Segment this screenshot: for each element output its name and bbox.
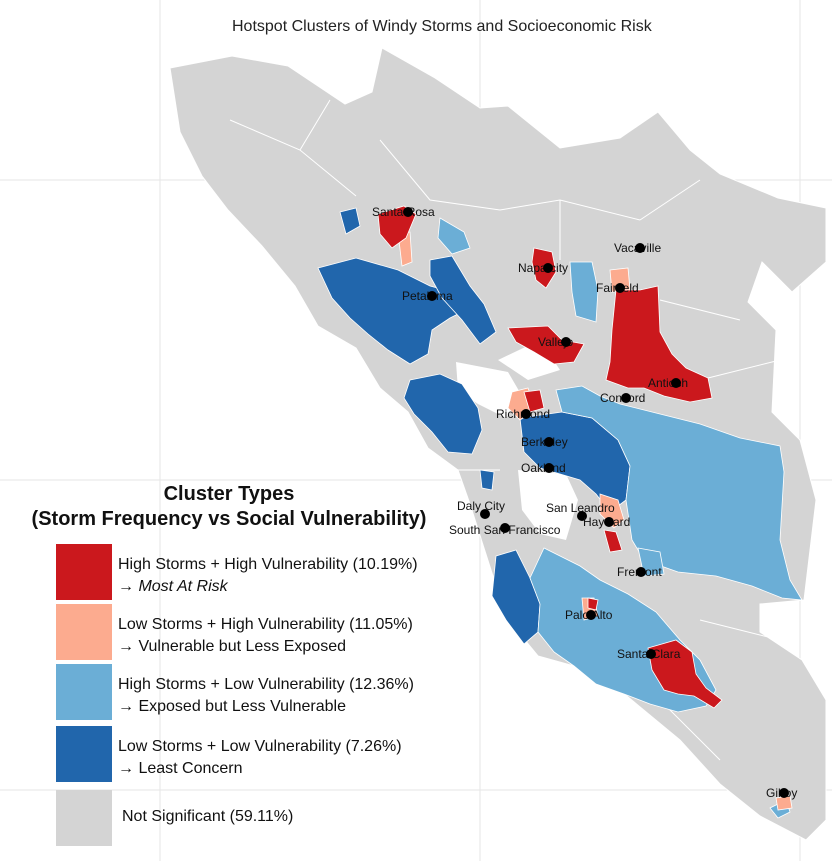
city-marker xyxy=(671,378,681,388)
city-marker xyxy=(604,517,614,527)
legend-swatch-high-high xyxy=(56,544,112,600)
legend-item-not-significant: Not Significant (59.11%) xyxy=(122,806,293,828)
city-marker xyxy=(521,409,531,419)
legend-swatch-not-significant xyxy=(56,790,112,846)
legend-item-low-low: Low Storms + Low Vulnerability (7.26%) →… xyxy=(118,736,402,780)
city-marker xyxy=(621,393,631,403)
city-marker xyxy=(615,283,625,293)
city-label: Antioch xyxy=(648,376,688,390)
legend-swatch-high-low xyxy=(56,664,112,720)
legend-item-high-low: High Storms + Low Vulnerability (12.36%)… xyxy=(118,674,414,718)
city-marker xyxy=(544,463,554,473)
city-marker xyxy=(577,511,587,521)
city-marker xyxy=(480,509,490,519)
legend-item-high-high: High Storms + High Vulnerability (10.19%… xyxy=(118,554,418,598)
city-label: San Leandro xyxy=(546,501,615,515)
city-marker xyxy=(544,437,554,447)
cluster-low-low xyxy=(317,207,631,645)
legend-label: Low Storms + Low Vulnerability (7.26%) xyxy=(118,738,402,755)
legend-swatch-low-high xyxy=(56,604,112,660)
legend-title-line2: (Storm Frequency vs Social Vulnerability… xyxy=(31,508,427,530)
city-marker xyxy=(646,649,656,659)
city-marker xyxy=(403,207,413,217)
city-markers: Santa RosaVacavilleNapa cityFairfieldPet… xyxy=(372,205,797,800)
legend-label: High Storms + Low Vulnerability (12.36%) xyxy=(118,676,414,693)
city-label: Daly City xyxy=(457,499,505,513)
city-marker xyxy=(636,567,646,577)
city-marker xyxy=(500,523,510,533)
legend-swatch-low-low xyxy=(56,726,112,782)
city-marker xyxy=(779,788,789,798)
legend-title-line1: Cluster Types xyxy=(163,483,295,505)
legend-label: Not Significant (59.11%) xyxy=(122,808,294,825)
map-title: Hotspot Clusters of Windy Storms and Soc… xyxy=(232,18,652,35)
city-label: Oakland xyxy=(521,461,566,475)
city-marker xyxy=(427,291,437,301)
city-marker xyxy=(543,263,553,273)
legend-sublabel: → Least Concern xyxy=(118,760,243,777)
legend-label: Low Storms + High Vulnerability (11.05%) xyxy=(118,616,413,633)
city-marker xyxy=(635,243,645,253)
legend-title: Cluster Types (Storm Frequency vs Social… xyxy=(8,482,450,532)
city-marker xyxy=(586,610,596,620)
legend-sublabel: → Exposed but Less Vulnerable xyxy=(118,698,346,715)
legend-item-low-high: Low Storms + High Vulnerability (11.05%)… xyxy=(118,614,413,658)
legend-label: High Storms + High Vulnerability (10.19%… xyxy=(118,556,418,573)
legend-sublabel: → Vulnerable but Less Exposed xyxy=(118,638,346,655)
legend-sublabel: → Most At Risk xyxy=(118,578,228,595)
city-marker xyxy=(561,337,571,347)
